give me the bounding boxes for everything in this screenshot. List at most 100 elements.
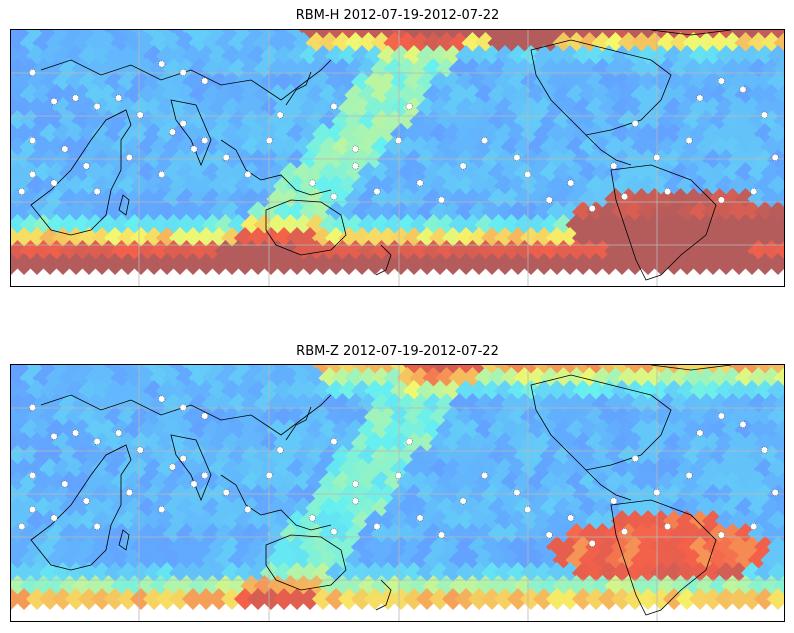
panel-title: RBM-H 2012-07-19-2012-07-22 <box>295 8 500 23</box>
heat-cell <box>747 161 770 185</box>
heat-cell <box>734 239 757 263</box>
heat-cell <box>773 84 784 106</box>
heat-cell <box>623 457 647 481</box>
heat-cell <box>734 470 757 494</box>
heat-cell <box>643 213 666 237</box>
heat-cell <box>246 44 270 68</box>
heat-cell <box>656 161 679 185</box>
heat-cell <box>402 252 426 276</box>
heat-cell <box>636 226 660 250</box>
heat-cell <box>389 44 413 68</box>
station-marker <box>93 523 101 531</box>
station-marker <box>481 472 489 480</box>
heat-cell <box>578 213 601 237</box>
heat-cell <box>695 161 718 185</box>
heat-cell <box>415 44 439 68</box>
heat-cell <box>623 122 647 146</box>
heat-cell <box>643 418 666 442</box>
heat-cell <box>675 509 699 533</box>
heat-cell <box>610 44 634 68</box>
heat-cell <box>402 70 426 94</box>
station-marker <box>136 446 144 454</box>
heat-cell <box>662 405 686 429</box>
heat-cell <box>539 109 562 133</box>
heat-cell <box>526 548 549 572</box>
heat-cell <box>493 70 517 94</box>
heat-cell <box>565 418 588 442</box>
heat-cell <box>695 366 718 390</box>
heat-cell <box>545 483 569 507</box>
heat-cell <box>591 496 614 520</box>
heat-cell <box>649 431 673 455</box>
heat-cell <box>636 431 660 455</box>
heat-cell <box>584 122 608 146</box>
heat-cell <box>760 161 783 185</box>
heat-cell <box>428 252 452 276</box>
station-marker <box>308 514 316 522</box>
heat-cell <box>604 366 627 390</box>
heat-cell <box>519 509 543 533</box>
heat-cell <box>721 161 744 185</box>
heat-cell <box>701 252 725 276</box>
heat-cell <box>636 148 660 172</box>
heat-cell <box>669 366 692 390</box>
heat-cell <box>350 70 374 94</box>
heat-cell <box>669 496 692 520</box>
heat-cell <box>578 418 601 442</box>
heat-cell <box>526 109 549 133</box>
heat-cell <box>578 548 601 572</box>
heat-cell <box>662 483 686 507</box>
heat-cell <box>649 44 673 68</box>
heat-cell <box>630 31 653 55</box>
heat-cell <box>734 522 757 546</box>
heat-cell <box>721 418 744 442</box>
heat-cell <box>623 561 647 585</box>
station-marker <box>416 179 424 187</box>
heat-cell <box>168 252 192 276</box>
coastline <box>30 444 132 571</box>
heat-cell <box>617 135 640 159</box>
heat-cell <box>539 213 562 237</box>
heat-cell <box>519 226 543 250</box>
coastline <box>170 99 212 167</box>
heat-cell <box>519 561 543 585</box>
heat-cell <box>656 83 679 107</box>
heat-cell <box>734 83 757 107</box>
heat-cell <box>701 70 725 94</box>
heat-cell <box>604 31 627 55</box>
heat-cell <box>734 366 757 390</box>
heat-cell <box>571 535 595 559</box>
heat-cell <box>604 392 627 416</box>
station-marker <box>771 489 779 497</box>
station-marker <box>179 120 187 128</box>
heat-cell <box>747 444 770 468</box>
heat-cell <box>565 109 588 133</box>
heat-cell <box>591 548 614 572</box>
heat-cell <box>727 561 751 585</box>
heat-cell <box>532 535 556 559</box>
heat-cell <box>597 483 621 507</box>
heat-cell <box>682 444 705 468</box>
heat-cell <box>747 213 770 237</box>
heat-cell <box>682 548 705 572</box>
heat-cell <box>701 122 725 146</box>
heat-cell <box>571 44 595 68</box>
heat-cell <box>610 457 634 481</box>
heat-cell <box>721 213 744 237</box>
heat-cell <box>519 252 543 276</box>
station-marker <box>459 162 467 170</box>
heat-cell <box>532 509 556 533</box>
heat-cell <box>532 587 556 611</box>
heat-cell <box>688 457 712 481</box>
heat-cell <box>701 483 725 507</box>
heat-cell <box>688 44 712 68</box>
coastline <box>40 394 332 436</box>
heat-cell <box>734 574 757 598</box>
heat-cell <box>285 44 309 68</box>
heat-cell <box>682 366 705 390</box>
heat-cell <box>552 444 575 468</box>
station-marker <box>631 455 639 463</box>
heat-cell <box>344 57 367 81</box>
heat-cell <box>643 366 666 390</box>
heat-cell <box>753 148 777 172</box>
